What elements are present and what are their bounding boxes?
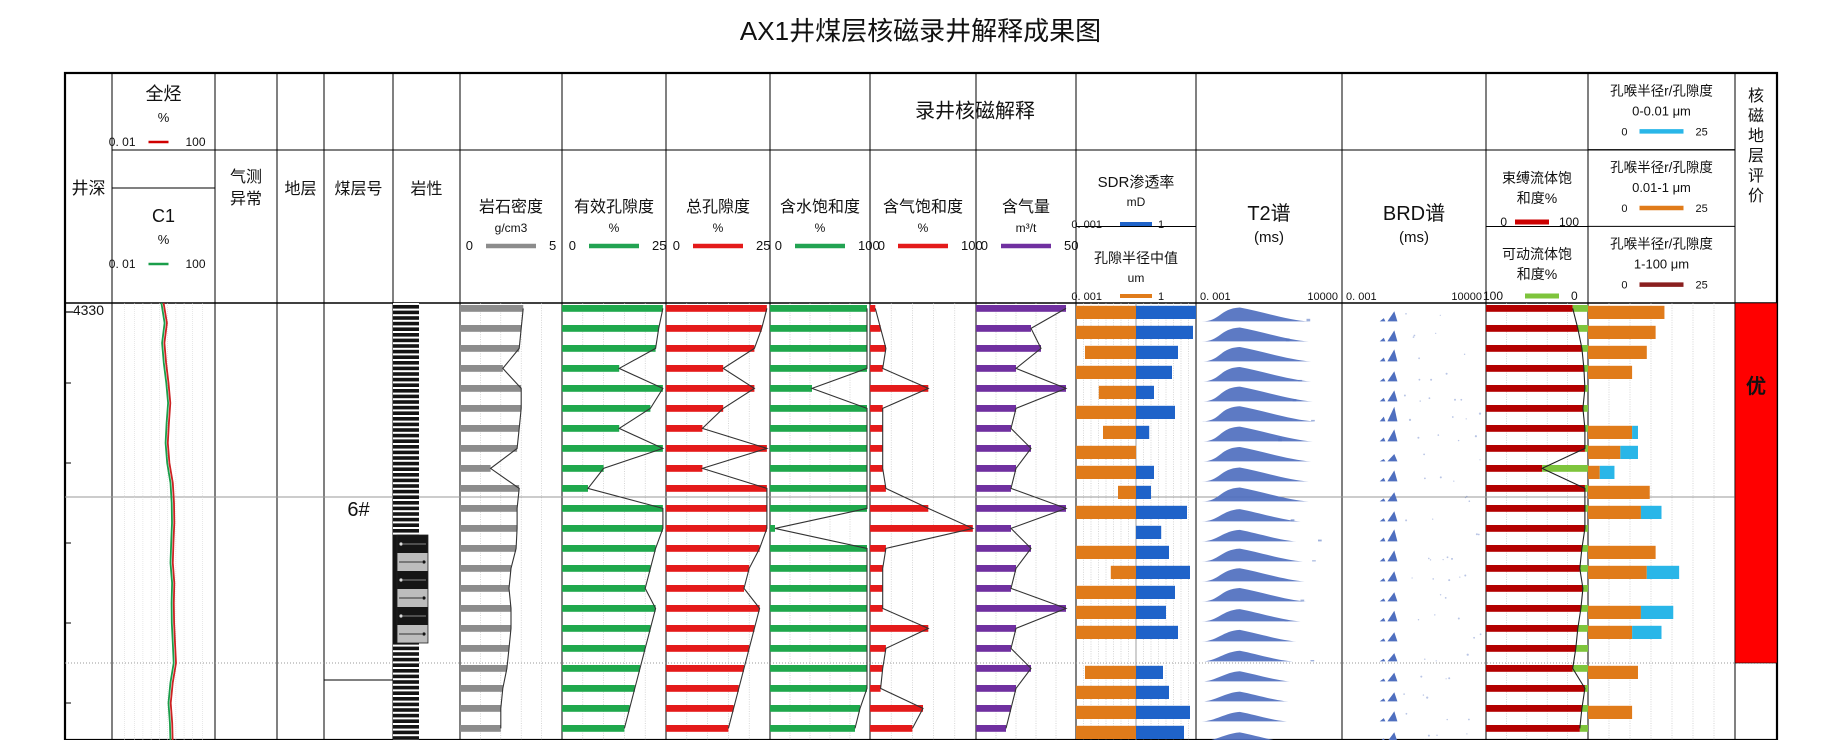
svg-text:(ms): (ms)	[1399, 229, 1429, 246]
svg-text:核: 核	[1748, 87, 1764, 105]
svg-text:100: 100	[186, 135, 206, 149]
svg-text:%: %	[918, 221, 929, 235]
svg-text:%: %	[815, 221, 826, 235]
svg-text:0: 0	[1621, 280, 1627, 292]
svg-text:含气饱和度: 含气饱和度	[883, 198, 963, 216]
svg-text:1: 1	[1158, 291, 1164, 303]
svg-text:0: 0	[1500, 215, 1507, 229]
svg-text:AX1井煤层核磁录井解释成果图: AX1井煤层核磁录井解释成果图	[740, 16, 1101, 46]
svg-text:0. 01: 0. 01	[109, 257, 136, 271]
svg-text:价: 价	[1748, 188, 1764, 205]
svg-text:孔喉半径r/孔隙度: 孔喉半径r/孔隙度	[1610, 83, 1713, 98]
svg-text:有效孔隙度: 有效孔隙度	[574, 198, 654, 216]
svg-text:和度%: 和度%	[1517, 190, 1557, 206]
svg-text:可动流体饱: 可动流体饱	[1502, 246, 1572, 262]
svg-text:评: 评	[1748, 167, 1764, 185]
svg-text:孔喉半径r/孔隙度: 孔喉半径r/孔隙度	[1610, 237, 1713, 252]
svg-text:地: 地	[1748, 127, 1764, 145]
svg-text:岩性: 岩性	[410, 180, 442, 198]
svg-text:0. 001: 0. 001	[1200, 291, 1231, 303]
svg-text:0: 0	[981, 238, 988, 253]
svg-text:总孔隙度: 总孔隙度	[686, 198, 750, 216]
svg-text:25: 25	[652, 238, 666, 253]
svg-text:0: 0	[569, 238, 576, 253]
svg-text:%: %	[713, 221, 724, 235]
svg-text:50: 50	[1064, 238, 1078, 253]
svg-text:0: 0	[775, 238, 782, 253]
svg-text:和度%: 和度%	[1517, 266, 1557, 282]
svg-text:100: 100	[186, 257, 206, 271]
svg-text:(ms): (ms)	[1254, 229, 1284, 246]
svg-text:全烃: 全烃	[146, 84, 182, 104]
svg-text:束缚流体饱: 束缚流体饱	[1502, 170, 1572, 186]
svg-text:25: 25	[756, 238, 770, 253]
svg-text:25: 25	[1696, 280, 1708, 292]
svg-text:0: 0	[673, 238, 680, 253]
svg-text:4330: 4330	[73, 302, 104, 318]
svg-text:6#: 6#	[347, 499, 370, 521]
svg-text:BRD谱: BRD谱	[1383, 202, 1445, 225]
svg-text:0. 001: 0. 001	[1071, 219, 1102, 231]
svg-text:0. 01: 0. 01	[109, 135, 136, 149]
svg-text:磁: 磁	[1748, 107, 1764, 125]
svg-text:m³/t: m³/t	[1016, 221, 1037, 235]
svg-text:孔隙半径中值: 孔隙半径中值	[1094, 250, 1178, 266]
svg-text:0: 0	[1621, 126, 1627, 138]
svg-text:煤层号: 煤层号	[334, 180, 382, 198]
svg-text:%: %	[158, 232, 170, 247]
svg-text:%: %	[158, 110, 170, 125]
svg-text:g/cm3: g/cm3	[495, 221, 528, 235]
svg-text:100: 100	[1483, 289, 1503, 303]
svg-text:优: 优	[1746, 374, 1766, 398]
svg-text:异常: 异常	[230, 190, 262, 208]
svg-text:25: 25	[1696, 126, 1708, 138]
svg-text:0: 0	[1621, 203, 1627, 215]
svg-text:%: %	[609, 221, 620, 235]
svg-text:0-0.01 μm: 0-0.01 μm	[1632, 103, 1691, 118]
svg-text:T2谱: T2谱	[1247, 202, 1290, 225]
svg-text:含气量: 含气量	[1002, 198, 1050, 216]
svg-text:5: 5	[549, 238, 556, 253]
svg-text:10000: 10000	[1307, 291, 1338, 303]
svg-text:100: 100	[858, 238, 880, 253]
svg-text:层: 层	[1748, 148, 1764, 165]
svg-text:地层: 地层	[284, 180, 316, 198]
svg-text:录井核磁解释: 录井核磁解释	[915, 100, 1035, 123]
svg-text:1-100 μm: 1-100 μm	[1634, 257, 1689, 272]
svg-text:100: 100	[1559, 215, 1579, 229]
svg-text:岩石密度: 岩石密度	[479, 198, 543, 216]
svg-text:SDR渗透率: SDR渗透率	[1098, 174, 1175, 191]
svg-text:井深: 井深	[72, 179, 106, 198]
svg-text:100: 100	[961, 238, 983, 253]
svg-text:孔喉半径r/孔隙度: 孔喉半径r/孔隙度	[1610, 160, 1713, 175]
svg-text:气测: 气测	[230, 168, 262, 186]
svg-text:10000: 10000	[1451, 291, 1482, 303]
svg-text:1: 1	[1158, 219, 1164, 231]
svg-text:mD: mD	[1127, 195, 1146, 209]
svg-text:0: 0	[466, 238, 473, 253]
svg-text:0: 0	[878, 238, 885, 253]
svg-text:0.01-1 μm: 0.01-1 μm	[1632, 180, 1691, 195]
svg-text:含水饱和度: 含水饱和度	[780, 198, 860, 216]
svg-text:0: 0	[1571, 289, 1578, 303]
svg-text:um: um	[1128, 271, 1145, 285]
svg-text:C1: C1	[152, 206, 175, 226]
svg-text:0. 001: 0. 001	[1071, 291, 1102, 303]
svg-text:25: 25	[1696, 203, 1708, 215]
svg-text:0. 001: 0. 001	[1346, 291, 1377, 303]
